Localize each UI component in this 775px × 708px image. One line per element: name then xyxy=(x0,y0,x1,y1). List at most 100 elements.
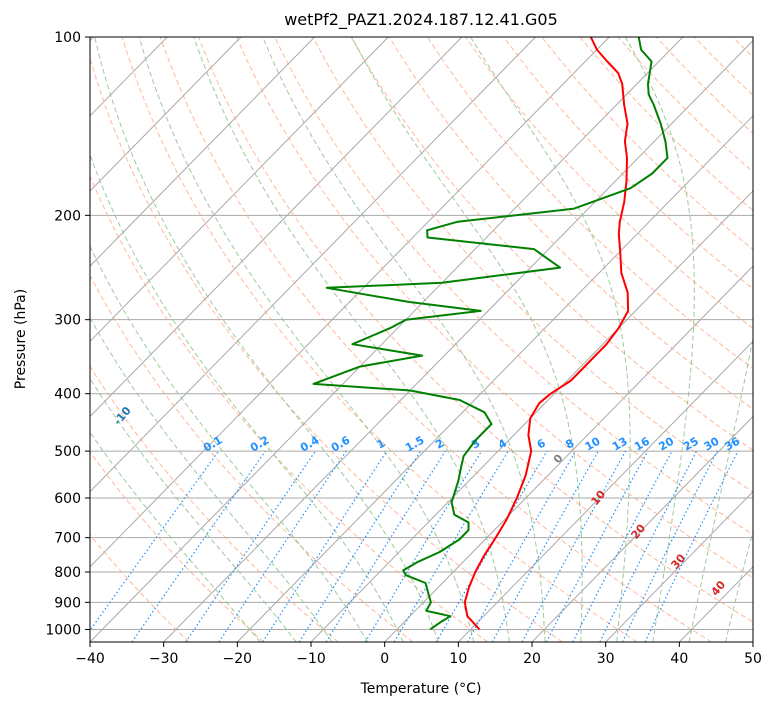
x-tick-label: 40 xyxy=(670,651,688,667)
mixing-ratio-label: 6 xyxy=(535,436,548,451)
mixing-ratio-line xyxy=(621,450,718,642)
dry-adiabat xyxy=(655,37,753,135)
dry-adiabat-label: -20 xyxy=(26,362,49,386)
dry-adiabat xyxy=(771,37,775,642)
isotherm xyxy=(531,415,753,642)
chart-title: wetPf2_PAZ1.2024.187.12.41.G05 xyxy=(284,10,558,30)
mixing-ratio-line xyxy=(185,450,316,642)
y-tick-label: 200 xyxy=(54,208,81,224)
y-tick-label: 100 xyxy=(54,30,81,46)
moist-adiabat xyxy=(138,37,475,642)
sounding-profiles xyxy=(312,37,669,631)
isotherm xyxy=(163,39,753,642)
isotherm xyxy=(752,641,753,642)
y-tick-label: 400 xyxy=(54,387,81,403)
y-tick-label: 800 xyxy=(54,565,81,581)
mixing-ratio-line xyxy=(218,450,347,642)
moist-adiabat xyxy=(90,431,261,642)
isotherm xyxy=(90,37,463,418)
x-tick-label: −30 xyxy=(149,651,179,667)
y-tick-label: 900 xyxy=(54,595,81,611)
moist-adiabat xyxy=(624,37,695,642)
mixing-ratio-label: 1 xyxy=(375,437,388,452)
moist-adiabat xyxy=(90,377,297,642)
mixing-ratio-line xyxy=(545,450,649,642)
y-tick-label: 700 xyxy=(54,531,81,547)
isotherm xyxy=(90,37,536,493)
moist-adiabat xyxy=(94,37,439,642)
dry-adiabat-label: -10 xyxy=(111,404,134,428)
dry-adiabat xyxy=(617,37,753,173)
dry-adiabat xyxy=(350,37,753,451)
x-tick-label: 30 xyxy=(597,651,615,667)
y-axis-label: Pressure (hPa) xyxy=(13,289,29,389)
moist-adiabat xyxy=(90,245,369,642)
isotherm xyxy=(90,37,684,642)
dry-adiabat xyxy=(90,274,414,642)
mixing-ratio-line xyxy=(298,450,422,642)
dry-adiabat xyxy=(426,37,753,370)
isotherm xyxy=(605,490,753,642)
y-tick-label: 1000 xyxy=(45,622,81,638)
mixing-ratio-line xyxy=(262,450,388,642)
mixing-ratio-line xyxy=(364,450,483,642)
x-tick-label: 10 xyxy=(449,651,467,667)
dry-adiabat xyxy=(732,37,753,58)
plot-frame xyxy=(89,36,754,643)
x-axis-label: Temperature (°C) xyxy=(360,681,482,697)
moist-adiabat xyxy=(193,37,510,642)
isotherm xyxy=(236,115,753,642)
dry-adiabat xyxy=(274,37,753,536)
y-tick-label: 600 xyxy=(54,491,81,507)
mixing-ratio-line xyxy=(599,450,698,642)
x-tick-label: −20 xyxy=(223,651,253,667)
mixing-ratio-line xyxy=(435,450,548,642)
isotherm xyxy=(90,37,315,267)
mixing-ratio-line xyxy=(90,450,220,632)
x-tick-label: −40 xyxy=(75,651,105,667)
isotherm xyxy=(457,340,753,642)
line-labels: -100-90-80-70-60-50-40-30-20-10010203040… xyxy=(26,362,742,599)
moist-adiabat-label: 30 xyxy=(668,551,688,571)
moist-adiabat xyxy=(262,37,546,642)
isotherm xyxy=(90,37,242,192)
dry-adiabat xyxy=(90,175,488,642)
mixing-ratio-label: 8 xyxy=(563,437,576,452)
moist-adiabat xyxy=(470,37,631,642)
temperature-profile xyxy=(463,37,630,631)
dry-adiabat xyxy=(90,451,264,642)
dry-adiabat xyxy=(159,37,712,642)
y-tick-label: 500 xyxy=(54,444,81,460)
dry-adiabat xyxy=(121,37,638,642)
isotherm xyxy=(310,190,753,642)
x-tick-label: 20 xyxy=(523,651,541,667)
isotherm xyxy=(384,265,753,642)
x-tick-label: 50 xyxy=(744,651,762,667)
x-tick-label: 0 xyxy=(380,651,389,667)
moist-adiabat-label: 0 xyxy=(551,452,566,466)
mixing-ratio-line xyxy=(466,450,577,642)
x-axis-ticks: −40 −30 −20 −10 0 10 20 30 40 50 xyxy=(75,642,762,667)
dry-adiabat xyxy=(90,533,190,642)
isotherm xyxy=(90,37,389,343)
dry-adiabat xyxy=(694,37,753,96)
dry-adiabat xyxy=(312,37,753,493)
dry-adiabat xyxy=(90,365,339,642)
dry-adiabat xyxy=(90,56,563,642)
isotherm xyxy=(90,37,610,568)
mixing-ratio-label: 4 xyxy=(496,436,509,451)
mixing-ratio-line xyxy=(131,450,266,642)
moist-adiabat xyxy=(688,336,753,642)
moist-adiabat xyxy=(90,153,404,642)
dewpoint-profile xyxy=(312,37,669,631)
y-tick-label: 300 xyxy=(54,313,81,329)
background-lines xyxy=(90,37,775,642)
moist-adiabat xyxy=(90,316,333,642)
mixing-ratio-line xyxy=(491,450,599,642)
mixing-ratio-line xyxy=(521,450,627,642)
isotherm xyxy=(678,566,753,642)
mixing-ratio-line xyxy=(325,450,446,642)
dry-adiabat xyxy=(465,37,753,329)
moist-adiabat-label: 20 xyxy=(628,521,648,541)
